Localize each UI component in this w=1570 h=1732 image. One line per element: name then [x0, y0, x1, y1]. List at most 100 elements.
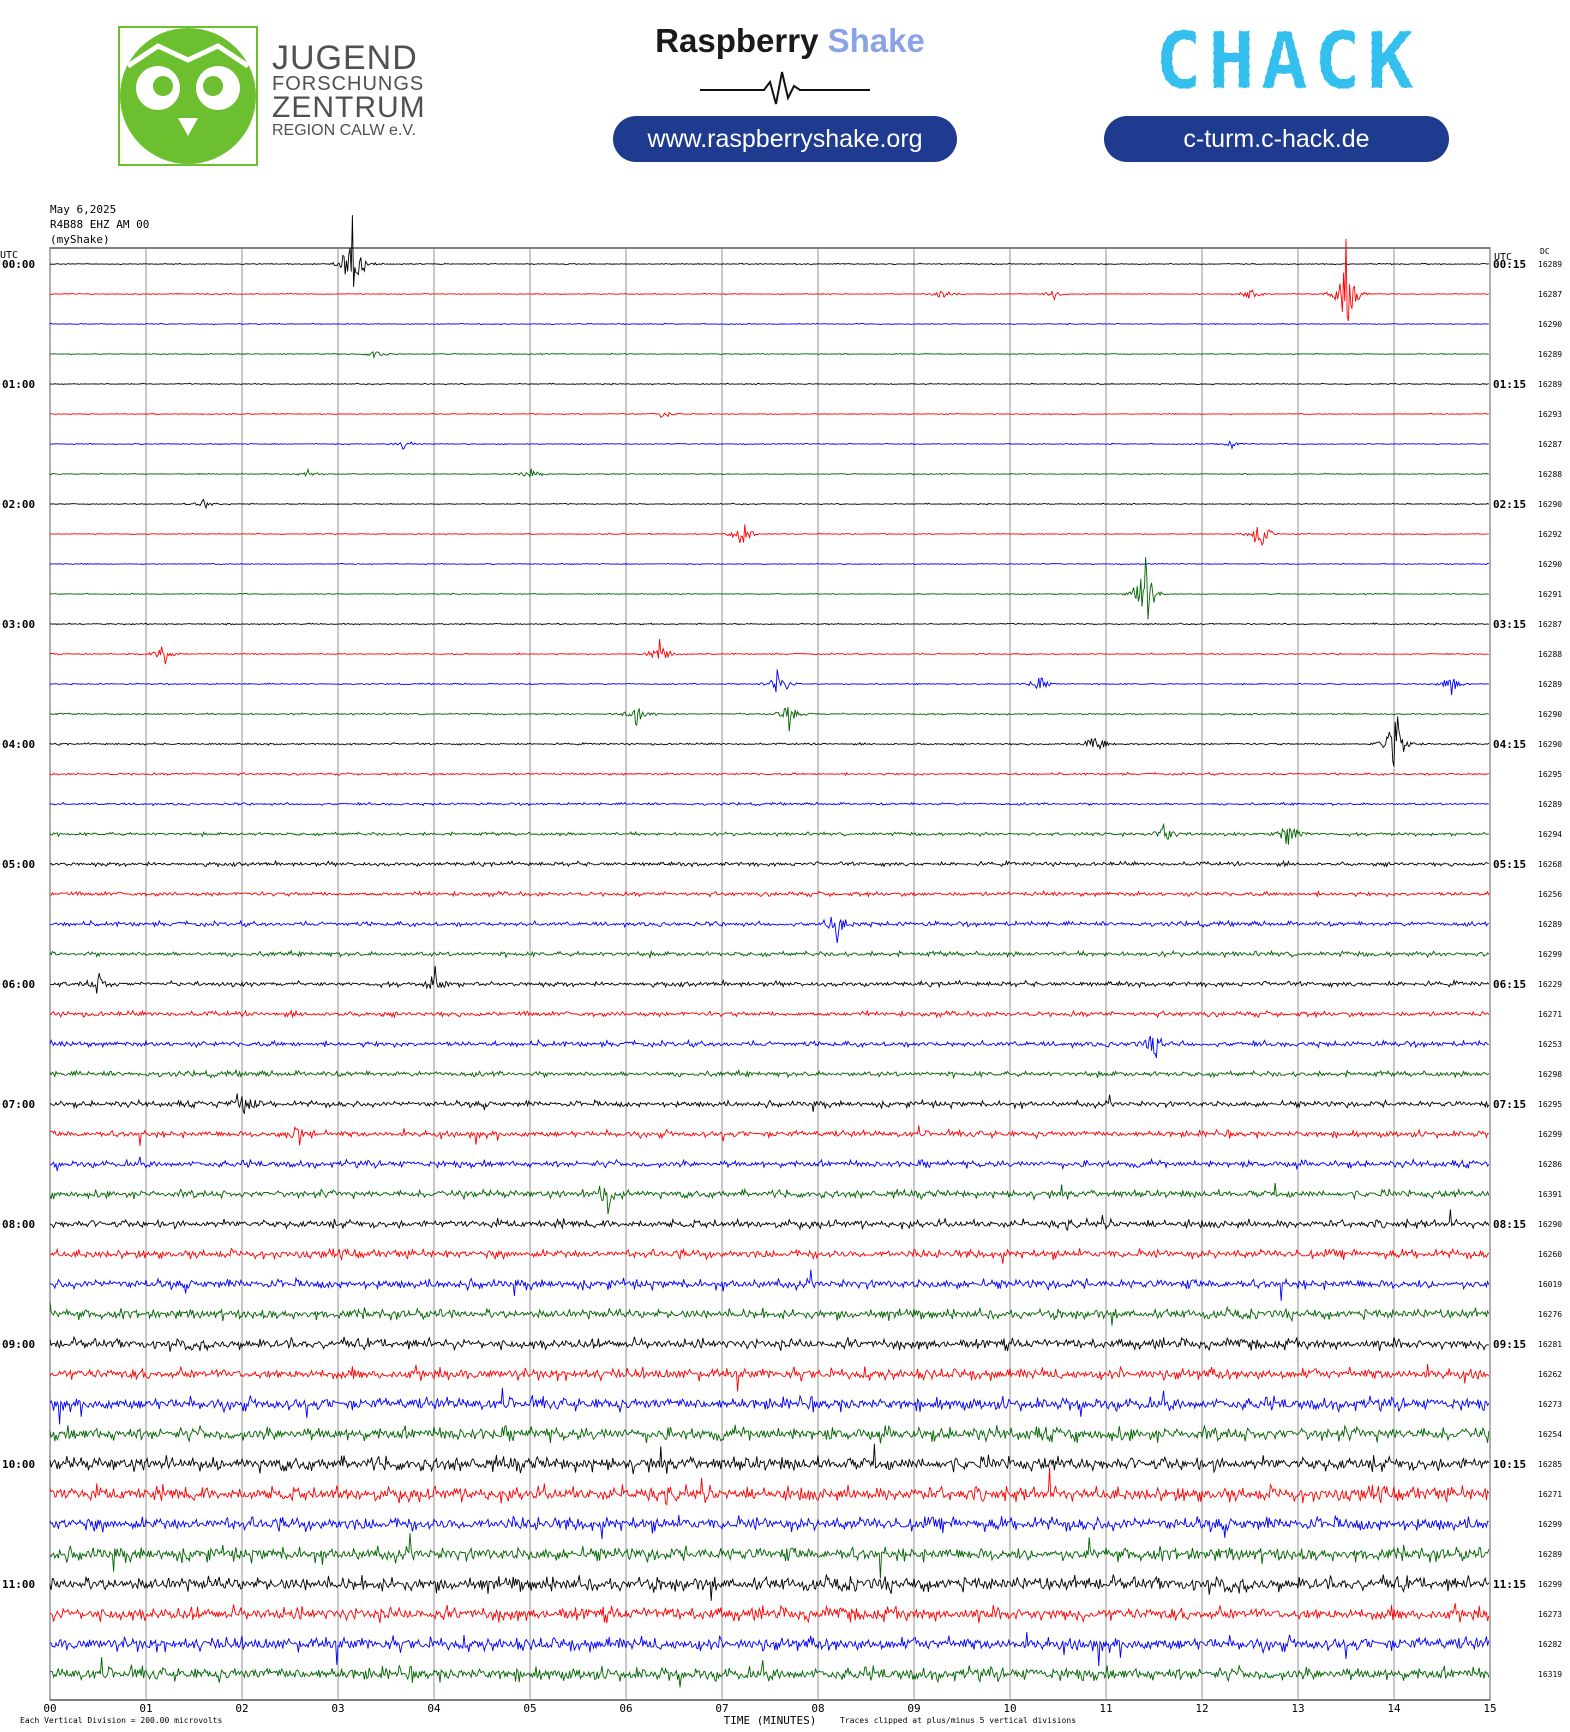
dc-offset-label: 16288: [1538, 470, 1562, 479]
trace-line-17: [49, 771, 1490, 777]
trace-line-47: [49, 1657, 1490, 1688]
raspberry-shake-logo: Raspberry Shake: [610, 22, 970, 108]
left-axis-label: UTC: [0, 250, 18, 261]
x-tick-label: 04: [427, 1702, 441, 1715]
left-hour-label: 01:00: [2, 378, 35, 391]
trace-line-25: [49, 1008, 1490, 1019]
raspberry-url-link[interactable]: www.raspberryshake.org: [613, 116, 957, 162]
x-tick-label: 02: [235, 1702, 248, 1715]
dc-offset-label: 16290: [1538, 740, 1562, 749]
dc-offset-label: 16299: [1538, 950, 1562, 959]
x-tick-label: 07: [715, 1702, 728, 1715]
trace-line-13: [49, 638, 1489, 665]
trace-line-12: [49, 622, 1489, 626]
right-hour-label: 06:15: [1493, 978, 1526, 991]
station-code: R4B88 EHZ AM 00: [50, 218, 150, 231]
right-hour-label: 11:15: [1493, 1578, 1526, 1591]
jfz-logo-block: JUGEND FORSCHUNGS ZENTRUM REGION CALW e.…: [118, 26, 425, 166]
trace-line-22: [49, 917, 1489, 943]
dc-offset-label: 16391: [1538, 1190, 1562, 1199]
trace-line-2: [49, 322, 1489, 326]
x-tick-label: 00: [43, 1702, 56, 1715]
trace-line-5: [49, 411, 1489, 419]
chack-url-link[interactable]: c-turm.c-hack.de: [1104, 116, 1449, 162]
x-tick-label: 01: [139, 1702, 152, 1715]
trace-line-0: [49, 215, 1489, 287]
trace-line-6: [50, 440, 1489, 450]
trace-line-44: [49, 1574, 1490, 1601]
left-hour-label: 05:00: [2, 858, 35, 871]
raspberry-shake-title: Raspberry Shake: [610, 22, 970, 60]
trace-line-42: [49, 1515, 1489, 1540]
right-hour-label: 00:15: [1493, 258, 1526, 271]
trace-line-24: [49, 966, 1490, 994]
dc-offset-label: 16282: [1538, 1640, 1562, 1649]
dc-label: DC: [1540, 247, 1550, 256]
trace-line-43: [49, 1532, 1490, 1579]
dc-offset-label: 16286: [1538, 1160, 1562, 1169]
left-hour-label: 03:00: [2, 618, 35, 631]
trace-line-11: [49, 557, 1490, 620]
seismo-wave-icon: [700, 71, 870, 105]
dc-offset-label: 16256: [1538, 890, 1562, 899]
axis-labels: 00 01 02 03 04 05 06 07 08 09 10 11 12 13 14 15 UTC UTC DC…: [0, 247, 1562, 1727]
dc-offset-label: 16262: [1538, 1370, 1562, 1379]
dc-offset-label: 16288: [1538, 650, 1562, 659]
clip-note: Traces clipped at plus/minus 5 vertical …: [840, 1716, 1077, 1725]
jfz-line2: FORSCHUNGS: [272, 73, 425, 95]
trace-line-23: [49, 949, 1490, 960]
dc-offset-label: 16285: [1538, 1460, 1562, 1469]
x-tick-label: 08: [811, 1702, 824, 1715]
dc-offset-label: 16273: [1538, 1610, 1562, 1619]
trace-line-21: [49, 889, 1490, 898]
dc-offset-label: 16289: [1538, 680, 1562, 689]
dc-offset-label: 16289: [1538, 350, 1562, 359]
raspberry-word: Raspberry: [655, 22, 819, 59]
left-hour-label: 11:00: [2, 1578, 35, 1591]
dc-offset-label: 16273: [1538, 1400, 1562, 1409]
dc-offset-label: 16292: [1538, 530, 1562, 539]
right-hour-label: 05:15: [1493, 858, 1526, 871]
dc-offset-label: 16290: [1538, 320, 1562, 329]
dc-offset-label: 16295: [1538, 1100, 1562, 1109]
dc-offset-label: 16289: [1538, 380, 1562, 389]
trace-line-19: [49, 823, 1489, 845]
left-hour-label: 08:00: [2, 1218, 35, 1231]
left-hour-label: 02:00: [2, 498, 35, 511]
trace-line-10: [50, 562, 1489, 566]
trace-line-41: [49, 1467, 1490, 1506]
x-tick-label: 03: [331, 1702, 344, 1715]
dc-offset-label: 16319: [1538, 1670, 1562, 1679]
trace-line-30: [49, 1156, 1490, 1171]
plot-frame: [49, 247, 1491, 1701]
right-axis-label: UTC: [1494, 252, 1512, 263]
trace-line-36: [49, 1335, 1489, 1352]
trace-line-8: [49, 498, 1490, 510]
dc-offset-label: 16229: [1538, 980, 1562, 989]
right-hour-label: 01:15: [1493, 378, 1526, 391]
right-hour-label: 09:15: [1493, 1338, 1526, 1351]
traces: [49, 215, 1490, 1688]
x-tick-label: 09: [907, 1702, 920, 1715]
dc-offset-label: 16291: [1538, 590, 1562, 599]
left-hour-label: 10:00: [2, 1458, 35, 1471]
dc-offset-label: 16287: [1538, 290, 1562, 299]
trace-line-34: [49, 1269, 1490, 1301]
jfz-line1: JUGEND: [272, 39, 418, 77]
bottom-notes: Each Vertical Division = 200.00 microvol…: [0, 1716, 1570, 1732]
chack-logo-text: CHACK: [1155, 28, 1415, 98]
dc-offset-label: 16281: [1538, 1340, 1562, 1349]
dc-offset-label: 16276: [1538, 1310, 1562, 1319]
owl-logo-icon: [118, 26, 258, 166]
trace-line-31: [49, 1183, 1490, 1215]
scale-note: Each Vertical Division = 200.00 microvol…: [20, 1716, 223, 1725]
x-tick-label: 13: [1291, 1702, 1304, 1715]
right-hour-label: 03:15: [1493, 618, 1526, 631]
dc-offset-label: 16289: [1538, 920, 1562, 929]
station-info: May 6,2025 R4B88 EHZ AM 00 (myShake): [50, 202, 149, 247]
right-hour-label: 02:15: [1493, 498, 1526, 511]
trace-line-27: [49, 1068, 1490, 1080]
jfz-line4: REGION CALW e.V.: [272, 122, 417, 139]
left-hour-label: 04:00: [2, 738, 35, 751]
jfz-line3: ZENTRUM: [272, 91, 426, 124]
